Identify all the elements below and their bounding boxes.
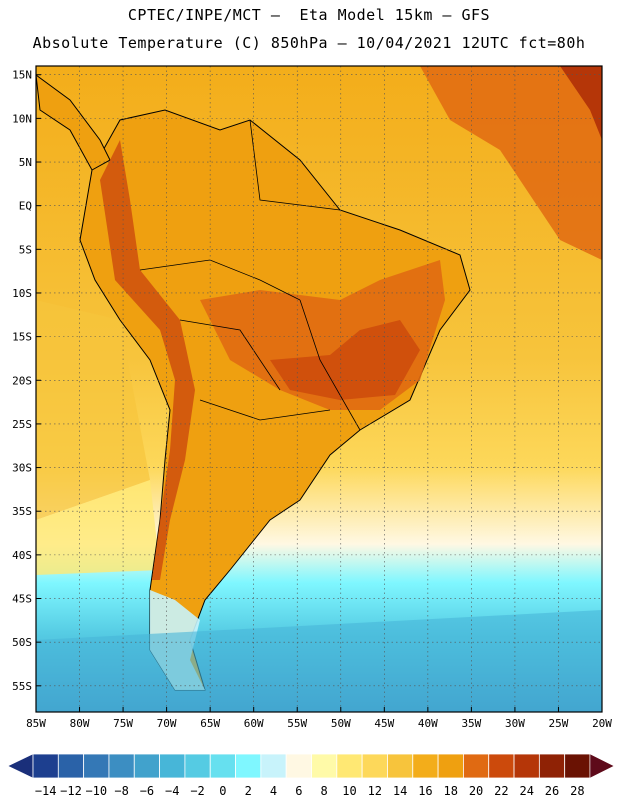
colorbar-label: 20 — [469, 784, 483, 798]
colorbar-label: 6 — [295, 784, 302, 798]
colorbar-swatch — [311, 753, 338, 779]
colorbar-label: −4 — [165, 784, 179, 798]
colorbar-swatch — [488, 753, 515, 779]
colorbar-label: 0 — [219, 784, 226, 798]
map-frame — [35, 65, 603, 713]
colorbar-swatch — [412, 753, 439, 779]
lat-tick-label: 15S — [12, 331, 32, 344]
colorbar-swatch — [463, 753, 490, 779]
colorbar-label: 22 — [494, 784, 508, 798]
colorbar-swatch — [513, 753, 540, 779]
latitude-labels: 15N 10N 5N EQ 5S 10S 15S 20S 25S 30S 35S 40S 45S 50S 5… — [12, 69, 32, 693]
map-field — [36, 66, 602, 712]
lat-tick-label: 15N — [12, 69, 32, 82]
colorbar-label: 24 — [519, 784, 533, 798]
colorbar-swatch — [285, 753, 312, 779]
lat-tick-label: 5N — [19, 156, 32, 169]
colorbar-swatch — [361, 753, 388, 779]
title-line-1: CPTEC/INPE/MCT – Eta Model 15km – GFS — [127, 6, 491, 24]
colorbar-label: 12 — [368, 784, 382, 798]
lat-tick-label: EQ — [19, 200, 32, 213]
colorbar-label: 28 — [570, 784, 584, 798]
lon-tick-label: 70W — [157, 717, 177, 730]
colorbar-label: −6 — [140, 784, 154, 798]
colorbar-label: −2 — [190, 784, 204, 798]
lon-tick-label: 20W — [592, 717, 612, 730]
lon-tick-label: 45W — [374, 717, 394, 730]
lat-tick-label: 55S — [12, 680, 32, 693]
lat-tick-label: 30S — [12, 462, 32, 475]
colorbar-label: 10 — [342, 784, 356, 798]
warm-atlantic-region — [420, 66, 602, 260]
title-line-2: Absolute Temperature (C) 850hPa – 10/04/… — [32, 34, 586, 52]
colorbar-swatch — [209, 753, 236, 779]
lat-tick-label: 10S — [12, 287, 32, 300]
lon-tick-label: 80W — [70, 717, 90, 730]
lat-tick-label: 10N — [12, 112, 32, 125]
central-america-land — [36, 74, 111, 171]
lon-tick-label: 35W — [461, 717, 481, 730]
colorbar-swatch — [564, 753, 591, 779]
colorbar-label: 26 — [545, 784, 559, 798]
colorbar-label: −8 — [114, 784, 128, 798]
lat-tick-label: 20S — [12, 374, 32, 387]
lon-tick-label: 25W — [549, 717, 569, 730]
colorbar-swatch — [57, 753, 85, 779]
lon-tick-label: 85W — [26, 717, 46, 730]
colorbar-swatch — [538, 753, 566, 779]
lon-tick-label: 75W — [113, 717, 133, 730]
colorbar-label: 18 — [444, 784, 458, 798]
colorbar-swatch — [108, 753, 135, 779]
lat-tick-label: 5S — [19, 243, 32, 256]
colorbar-label: 4 — [270, 784, 277, 798]
lon-tick-label: 65W — [200, 717, 220, 730]
lat-tick-label: 35S — [12, 505, 32, 518]
colorbar-swatch — [437, 753, 464, 779]
colorbar-label: 14 — [393, 784, 407, 798]
south-america-land — [79, 109, 471, 691]
pacific-band — [36, 300, 150, 520]
lat-tick-label: 25S — [12, 418, 32, 431]
colorbar-swatch — [336, 753, 363, 779]
hot-atlantic-patch — [560, 66, 602, 140]
lon-tick-label: 40W — [418, 717, 438, 730]
colorbar-label: −12 — [60, 784, 82, 798]
colorbar-label: −10 — [85, 784, 107, 798]
colorbar-label: 8 — [321, 784, 328, 798]
colorbar-label: −14 — [35, 784, 57, 798]
colorbar-swatch — [32, 753, 59, 779]
lon-tick-label: 55W — [287, 717, 307, 730]
colorbar-swatch — [387, 753, 414, 779]
pacific-cool-band — [36, 480, 160, 575]
southern-ocean-cold — [36, 610, 602, 712]
colorbar-swatch — [83, 753, 110, 779]
lon-tick-label: 30W — [505, 717, 525, 730]
colorbar-swatch — [159, 753, 186, 779]
lon-tick-label: 50W — [331, 717, 351, 730]
colorbar-swatch — [133, 753, 160, 779]
andes-warm-ridge — [100, 140, 195, 580]
lat-tick-label: 50S — [12, 636, 32, 649]
lat-tick-label: 40S — [12, 549, 32, 562]
colorbar-swatch — [184, 753, 211, 779]
colorbar-high-arrow — [589, 753, 615, 779]
colorbar-swatch — [235, 753, 262, 779]
colorbar-low-arrow — [7, 753, 34, 779]
longitude-labels: 85W 80W 75W 70W 65W 60W 55W 50W 45W 40W 35W 30W 25W 2… — [26, 717, 612, 730]
lon-tick-label: 60W — [244, 717, 264, 730]
colorbar-swatch — [260, 753, 287, 779]
colorbar: −14 −12 −10 −8 −6 −4 −2 0 2 4 6 8 10 12 14 16 18 20 22 24 26… — [7, 753, 615, 798]
colorbar-label: 2 — [245, 784, 252, 798]
lat-tick-label: 45S — [12, 593, 32, 606]
colorbar-label: 16 — [418, 784, 432, 798]
country-borders — [139, 119, 361, 431]
